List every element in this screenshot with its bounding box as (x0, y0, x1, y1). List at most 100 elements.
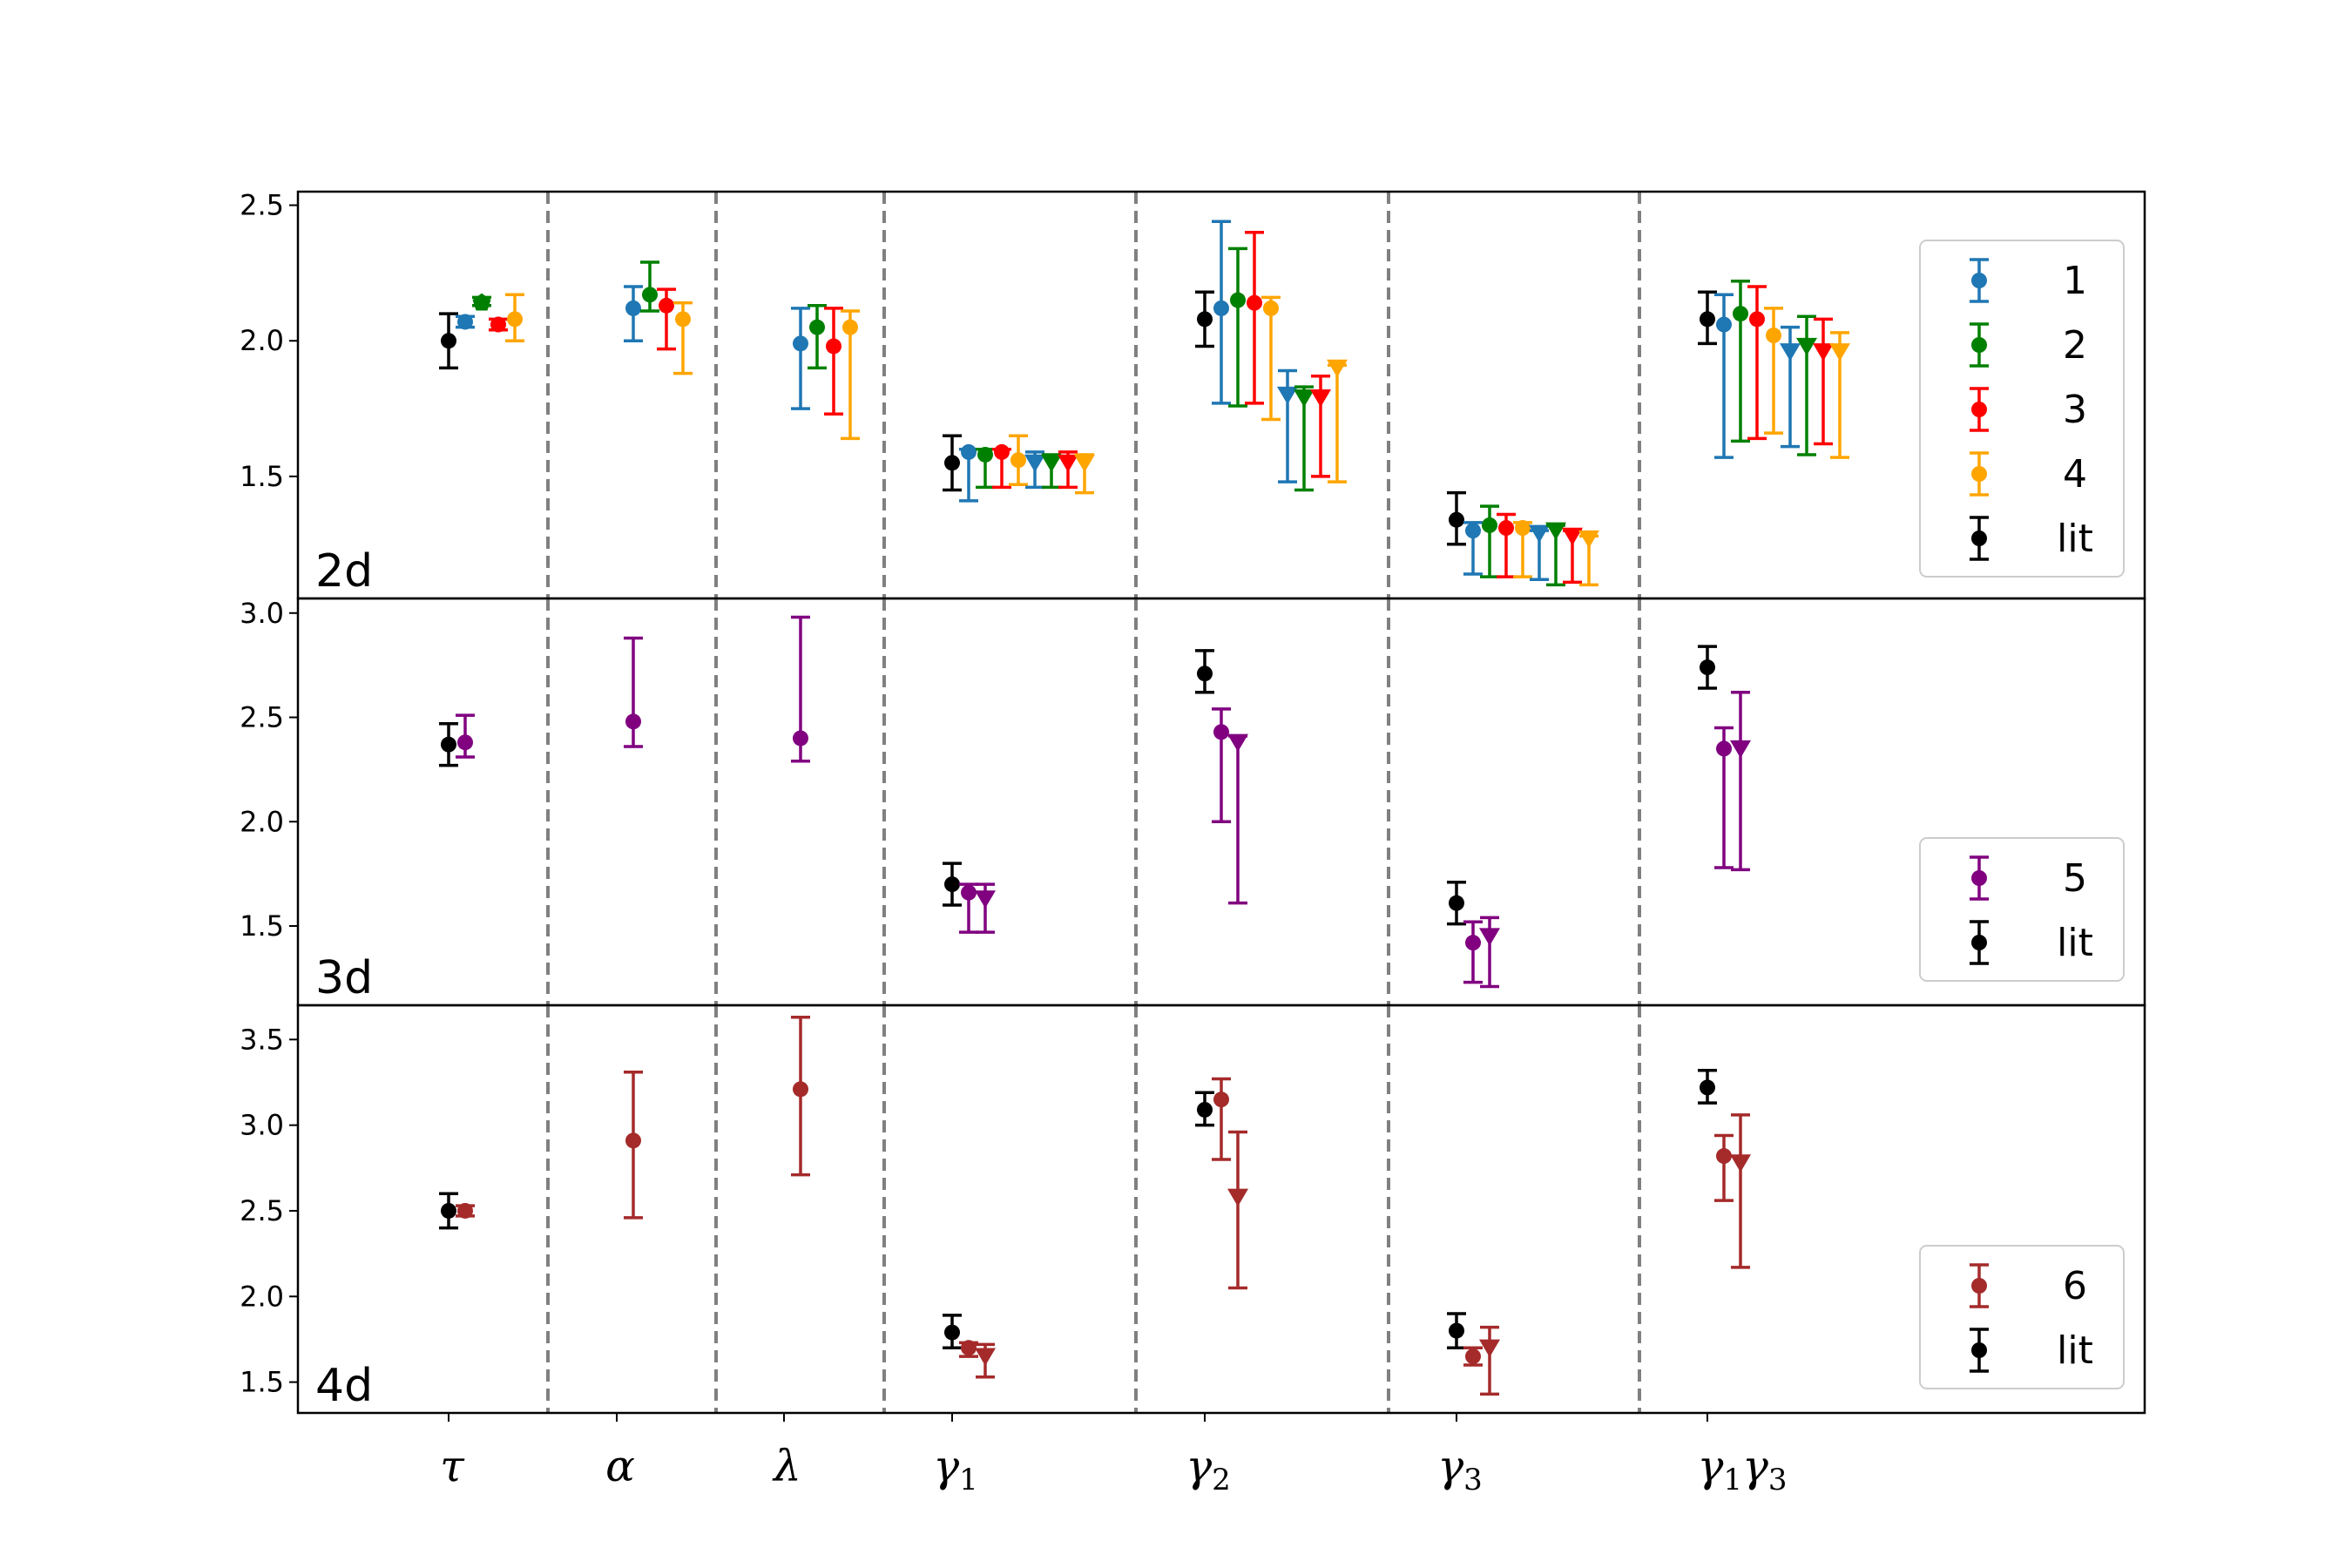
category-subscript: 1 (959, 1463, 978, 1497)
data-point-4 (943, 862, 962, 907)
marker (1498, 520, 1514, 537)
marker (1733, 306, 1748, 322)
data-point-9 (791, 307, 810, 410)
data-point-29 (1310, 374, 1331, 478)
data-point-3 (791, 1016, 810, 1177)
panel-frame (296, 1004, 2146, 1415)
data-point-1 (456, 314, 475, 330)
data-point-20 (1058, 450, 1078, 490)
marker (1482, 517, 1497, 533)
marker (1277, 386, 1298, 405)
marker (1829, 343, 1850, 362)
marker (1479, 1339, 1500, 1358)
marker (1041, 454, 1062, 473)
marker (625, 1132, 641, 1149)
data-point-19 (1041, 453, 1062, 490)
marker (1796, 337, 1817, 356)
marker (944, 455, 960, 471)
marker (1479, 928, 1500, 946)
marker (961, 884, 977, 901)
data-point-30 (1327, 359, 1348, 483)
data-point-8 (673, 301, 693, 375)
legend-marker (1971, 273, 1987, 288)
marker (1263, 300, 1279, 316)
marker (994, 443, 1010, 460)
data-point-38 (1562, 527, 1583, 585)
y-tick-label: 2.5 (240, 1194, 284, 1227)
data-point-15 (1730, 691, 1751, 872)
category-symbol: γ (1186, 1441, 1212, 1491)
marker (1449, 895, 1464, 911)
marker (1545, 522, 1566, 540)
legend-item-4: 4 (1970, 451, 2087, 497)
legend-marker (1971, 402, 1987, 417)
marker (659, 297, 674, 314)
data-point-7 (1195, 649, 1214, 694)
marker (490, 316, 506, 333)
data-point-13 (943, 434, 962, 492)
data-point-0 (439, 312, 458, 370)
data-point-6 (640, 260, 659, 313)
legend-item-2: 2 (1970, 322, 2087, 368)
data-point-33 (1480, 504, 1499, 578)
marker (793, 1081, 808, 1098)
x-category-label: γ3 (1437, 1441, 1483, 1497)
data-point-7 (1195, 1091, 1214, 1127)
marker (1716, 1148, 1732, 1165)
marker (1227, 733, 1248, 753)
marker (1716, 740, 1732, 757)
marker (1515, 520, 1531, 537)
panel-label: 4d (315, 1360, 373, 1412)
legend-marker (1971, 1278, 1987, 1294)
data-point-11 (824, 307, 843, 416)
marker (1247, 294, 1262, 311)
marker (625, 713, 641, 730)
legend-marker (1971, 466, 1987, 482)
legend-item-lit: lit (1970, 516, 2093, 561)
panel-label: 2d (315, 545, 373, 598)
x-category-label: γ1 (933, 1441, 978, 1497)
marker (642, 287, 658, 303)
marker (1562, 527, 1583, 546)
data-point-47 (1813, 317, 1834, 446)
marker (961, 443, 977, 460)
y-tick-label: 2.5 (240, 189, 284, 222)
marker (975, 890, 996, 909)
data-point-28 (1294, 385, 1315, 492)
marker (1449, 1322, 1464, 1339)
data-point-42 (1731, 279, 1750, 443)
data-point-12 (841, 309, 860, 441)
marker (842, 319, 858, 335)
marker (1449, 511, 1464, 528)
data-point-18 (1024, 450, 1045, 490)
legend: 1 2 3 4 lit (1919, 240, 2125, 578)
legend-label: lit (2057, 517, 2093, 561)
marker (1529, 524, 1550, 544)
marker (457, 314, 473, 330)
category-symbol-2: γ (1742, 1441, 1768, 1491)
data-point-23 (1212, 220, 1231, 405)
data-point-39 (1578, 530, 1599, 587)
data-point-0 (439, 1192, 458, 1230)
legend-frame (1919, 837, 2125, 982)
legend-item-1: 1 (1970, 258, 2087, 303)
marker (1465, 523, 1481, 539)
x-category-label: α (605, 1441, 635, 1491)
marker (1700, 659, 1715, 676)
marker (507, 311, 523, 328)
panel-label: 3d (315, 952, 373, 1004)
marker (441, 333, 456, 349)
data-point-14 (959, 443, 978, 503)
legend-label: lit (2057, 1328, 2093, 1373)
data-point-26 (1261, 295, 1281, 422)
marker (1197, 666, 1213, 682)
marker (1730, 740, 1751, 759)
data-point-0 (439, 721, 458, 767)
data-point-1 (456, 713, 475, 759)
category-subscript: 3 (1463, 1463, 1483, 1497)
data-point-2 (624, 1070, 643, 1220)
panel-4d: 1.5 2.0 2.5 3.0 3.5 4d 6 lit (240, 1004, 2146, 1415)
marker (1024, 454, 1045, 473)
data-point-37 (1545, 522, 1566, 587)
legend-label: 6 (2063, 1264, 2087, 1308)
